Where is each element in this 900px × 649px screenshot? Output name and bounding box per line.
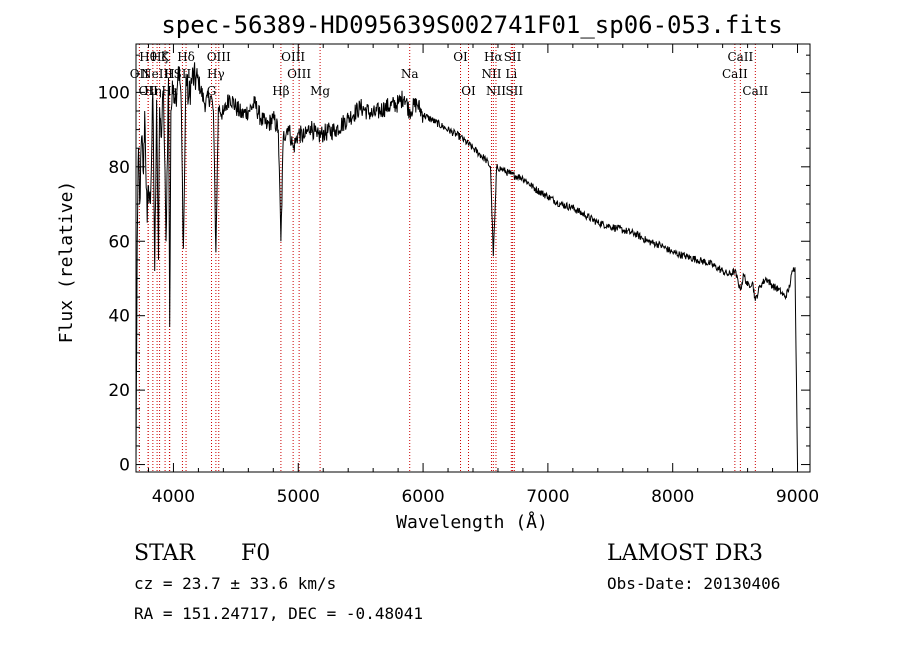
survey-name: LAMOST DR3 — [607, 541, 763, 566]
y-axis-label: Flux (relative) — [56, 181, 77, 344]
line-label-3: Hη — [144, 84, 162, 98]
line-label-16: OIII — [287, 67, 311, 81]
y-tick-label-0: 0 — [119, 456, 130, 476]
line-label-12: Hγ — [207, 67, 225, 81]
line-label-5: Hζ — [151, 50, 168, 64]
line-label-23: NII — [486, 84, 506, 98]
line-label-9: Hδ — [177, 50, 195, 64]
line-label-1: Hθ — [139, 50, 157, 64]
line-label-11: G — [207, 84, 217, 98]
line-label-15: OIII — [281, 50, 305, 64]
chart-title: spec-56389-HD095639S002741F01_sp06-053.f… — [161, 11, 782, 39]
spectrum-line — [135, 62, 798, 465]
line-label-18: Na — [401, 67, 419, 81]
x-tick-label-5: 9000 — [776, 487, 819, 507]
x-tick-label-2: 6000 — [401, 487, 444, 507]
coordinates-text: RA = 151.24717, DEC = -0.48041 — [134, 604, 423, 623]
line-label-25: SII — [504, 50, 522, 64]
line-label-21: NII — [481, 67, 501, 81]
object-subclass: F0 — [241, 541, 270, 566]
x-tick-label-0: 4000 — [152, 487, 195, 507]
x-axis-label: Wavelength (Å) — [396, 511, 548, 533]
line-label-4: NeIII — [141, 67, 173, 81]
spectral-line-markers — [138, 44, 756, 472]
line-label-28: CaII — [727, 50, 753, 64]
line-label-6: K — [161, 50, 171, 64]
x-tick-label-1: 5000 — [277, 487, 320, 507]
y-tick-label-5: 100 — [98, 83, 130, 103]
spectral-line-labels: OIIHθOIIHηNeIIIHζKHHεHδSIIGHγOIIIHβOIIIO… — [130, 50, 769, 98]
x-tick-label-4: 8000 — [651, 487, 694, 507]
observation-date: Obs-Date: 20130406 — [607, 574, 780, 593]
line-label-20: OI — [461, 84, 476, 98]
line-label-13: OIII — [207, 50, 231, 64]
line-label-14: Hβ — [272, 84, 289, 98]
y-tick-label-1: 20 — [108, 381, 130, 401]
redshift-text: cz = 23.7 ± 33.6 km/s — [134, 574, 336, 593]
object-class: STAR — [134, 541, 196, 566]
line-label-22: Hα — [484, 50, 503, 64]
line-label-19: OI — [453, 50, 468, 64]
line-label-29: CaII — [742, 84, 768, 98]
line-label-7: H — [164, 67, 174, 81]
x-axis: 4000 5000 6000 7000 8000 9000 — [147, 44, 819, 507]
y-tick-label-2: 40 — [108, 307, 130, 327]
y-tick-label-3: 60 — [108, 232, 130, 252]
line-label-26: SII — [505, 84, 523, 98]
y-tick-label-4: 80 — [108, 158, 130, 178]
spectrum-series — [135, 62, 798, 465]
line-label-17: Mg — [310, 84, 330, 98]
line-label-10: SII — [174, 67, 192, 81]
x-tick-label-3: 7000 — [526, 487, 569, 507]
line-label-24: Li — [505, 67, 517, 81]
y-axis: 0 20 40 60 80 100 — [98, 54, 810, 476]
line-label-27: CaII — [722, 67, 748, 81]
